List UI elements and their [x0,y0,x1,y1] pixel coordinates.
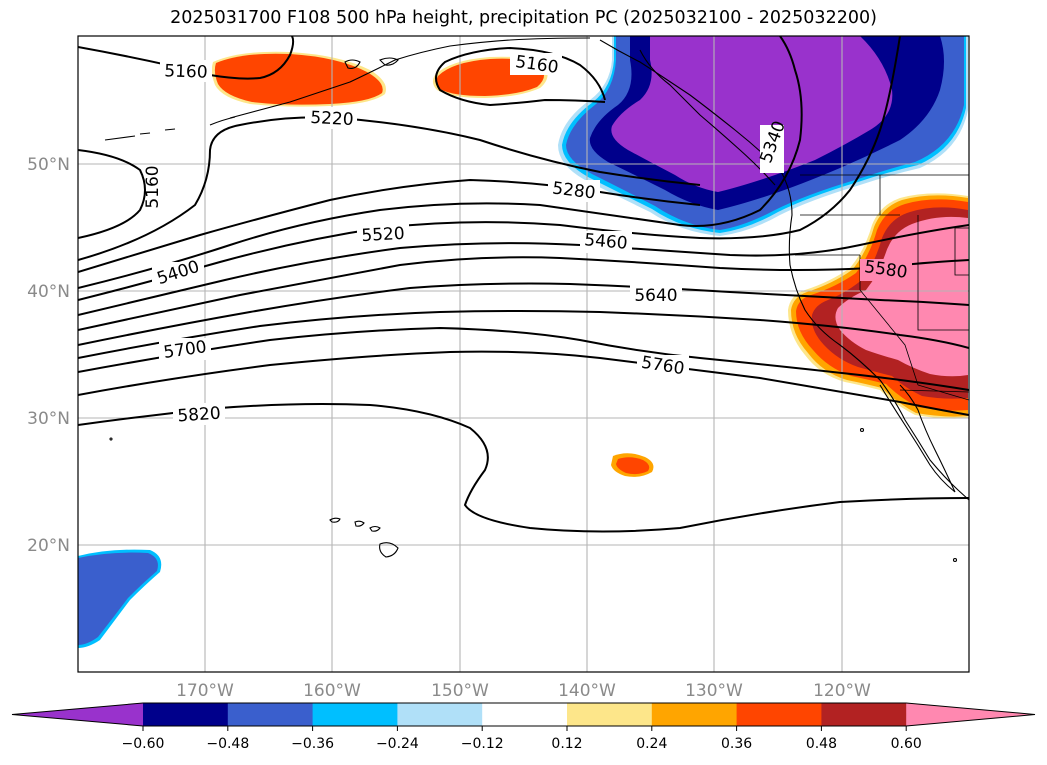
longitude-label: 170°W [176,681,234,701]
latitude-axis: 50°N 40°N 30°N 20°N [27,155,70,556]
positive-anomaly-alaska-west [211,51,386,107]
colorbar: −0.60 −0.48 −0.36 −0.24 −0.12 0.12 0.24 0.36 0.4… [11,702,1036,752]
colorbar-swatch [651,703,738,726]
latitude-label: 40°N [27,282,70,302]
colorbar-tick-label: 0.48 [806,736,837,752]
negative-anomaly-southwest [78,549,162,648]
longitude-label: 160°W [303,681,361,701]
colorbar-swatch [482,703,568,726]
latitude-label: 50°N [27,155,70,175]
colorbar-swatch [312,703,398,726]
colorbar-swatch [821,703,907,726]
colorbar-swatch [397,703,483,726]
colorbar-tick-label: −0.24 [376,736,419,752]
gridlines [78,36,969,672]
contour-label: 5640 [634,286,677,306]
positive-anomaly-california [788,193,968,419]
colorbar-tick-label: 0.60 [891,736,922,752]
colorbar-swatch [143,703,229,726]
contour-label: 5820 [177,404,222,427]
longitude-axis: 170°W 160°W 150°W 140°W 130°W 120°W [176,681,871,701]
colorbar-swatch [227,703,314,726]
colorbar-swatch [567,703,653,726]
colorbar-swatch [906,703,1035,726]
latitude-label: 20°N [27,536,70,556]
map-frame [77,35,970,673]
contour-label: 5160 [164,61,208,82]
positive-anomaly-small [611,453,654,477]
colorbar-tick-label: −0.60 [122,736,165,752]
longitude-label: 150°W [431,681,489,701]
contour-label: 5220 [310,108,354,130]
colorbar-swatch [736,703,822,726]
contour-label: 5520 [361,224,405,246]
colorbar-tick-label: 0.36 [721,736,752,752]
longitude-label: 130°W [685,681,743,701]
colorbar-tick-label: 0.24 [636,736,667,752]
longitude-label: 120°W [813,681,871,701]
colorbar-tick-label: −0.48 [206,736,249,752]
map-title: 2025031700 F108 500 hPa height, precipit… [170,8,877,28]
contour-labels: 5160 5160 5160 5220 5280 5340 5400 5460 … [143,52,912,426]
colorbar-tick-label: −0.36 [291,736,334,752]
colorbar-tick-label: 0.12 [551,736,582,752]
contour-label: 5160 [143,165,163,208]
coastlines [104,37,969,563]
colorbar-tick-label: −0.12 [461,736,504,752]
latitude-label: 30°N [27,409,70,429]
contour-label: 5460 [583,230,628,254]
colorbar-swatch [12,703,143,726]
longitude-label: 140°W [558,681,616,701]
